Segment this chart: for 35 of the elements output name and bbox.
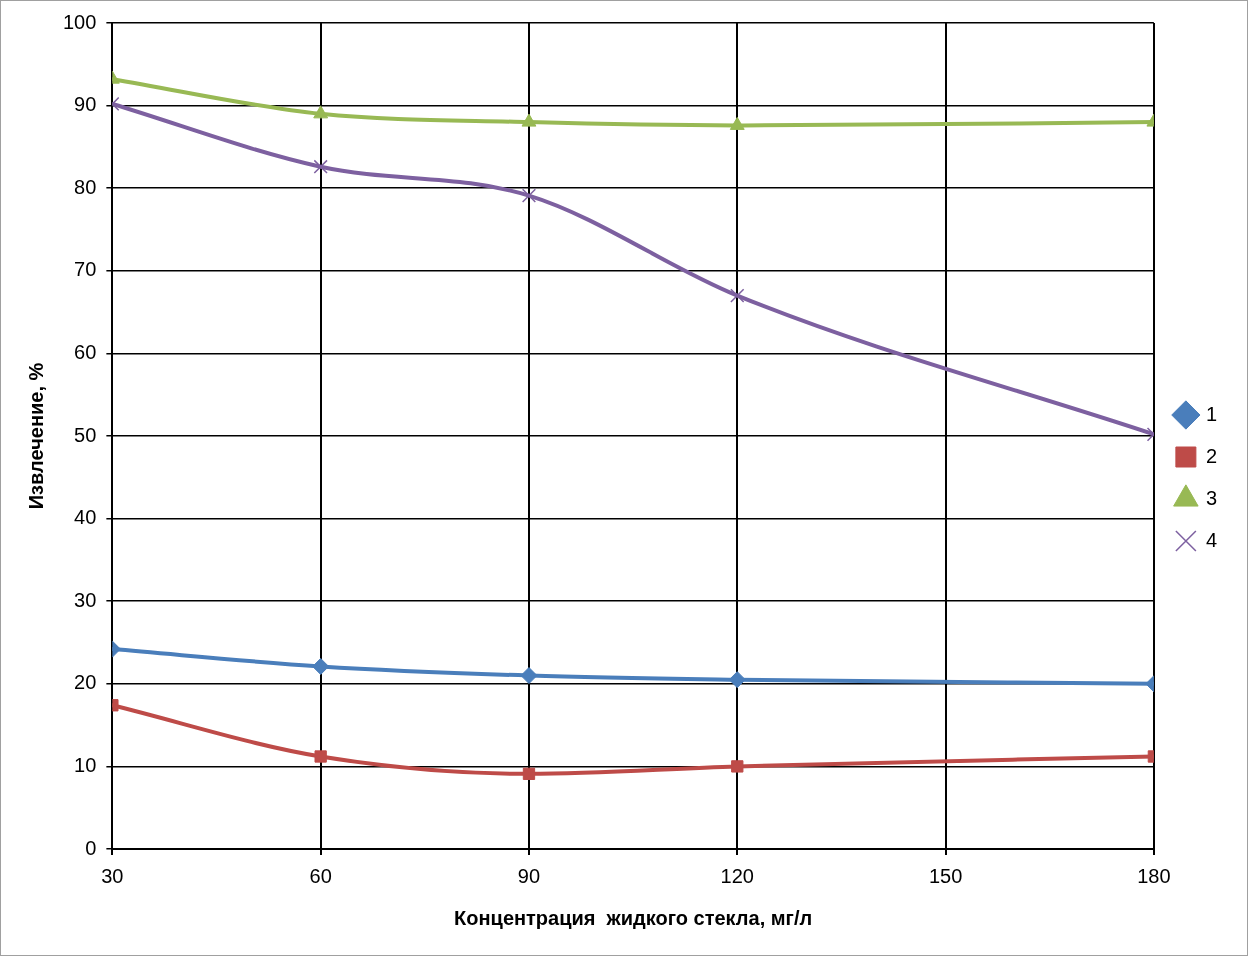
y-tick-label: 70 xyxy=(74,258,97,281)
x-tick-label: 150 xyxy=(928,864,963,887)
y-axis-title: Извлечение, % xyxy=(24,362,47,510)
x-tick-label: 60 xyxy=(309,864,332,887)
legend-label: 4 xyxy=(1205,528,1217,551)
legend-label: 1 xyxy=(1205,402,1217,425)
y-tick-label: 40 xyxy=(74,506,97,529)
point xyxy=(521,113,537,127)
point xyxy=(521,188,537,203)
point xyxy=(522,767,536,780)
y-tick-label: 10 xyxy=(74,753,97,776)
point xyxy=(730,288,745,303)
legend-label: 2 xyxy=(1205,444,1217,467)
point xyxy=(313,105,329,119)
y-tick-label: 20 xyxy=(74,671,97,694)
x-tick-label: 30 xyxy=(101,864,124,887)
point xyxy=(729,116,745,130)
x-tick-label: 90 xyxy=(517,864,541,887)
y-tick-label: 30 xyxy=(74,588,97,611)
y-tick-label: 0 xyxy=(85,836,97,859)
point xyxy=(313,159,328,174)
x-tick-label: 120 xyxy=(720,864,754,887)
point xyxy=(520,667,538,685)
x-axis-title: Концентрация жидкого стекла, мг/л xyxy=(454,906,813,929)
legend-label: 3 xyxy=(1205,486,1217,509)
y-tick-label: 100 xyxy=(62,10,97,33)
point xyxy=(728,671,746,689)
y-tick-label: 50 xyxy=(74,423,97,446)
y-tick-label: 60 xyxy=(74,340,97,363)
y-tick-label: 80 xyxy=(74,175,97,198)
y-tick-label: 90 xyxy=(74,93,97,116)
x-tick-label: 180 xyxy=(1137,864,1171,887)
point xyxy=(314,750,327,763)
point xyxy=(731,760,744,773)
point xyxy=(312,657,330,675)
